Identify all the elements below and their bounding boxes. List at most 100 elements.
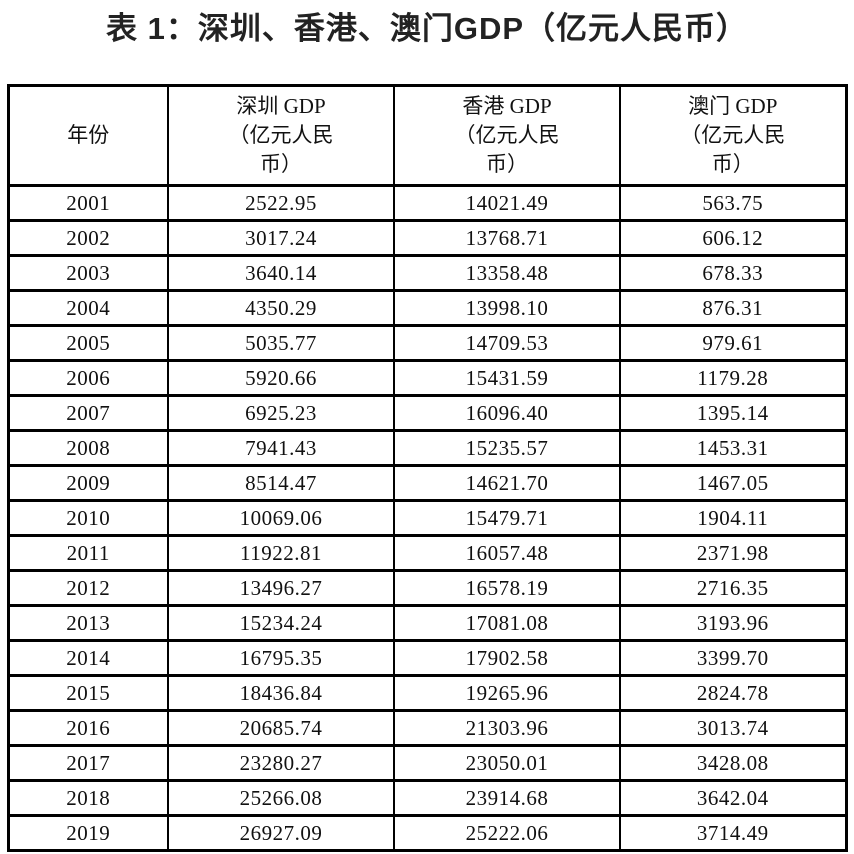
hongkong-gdp-cell: 17081.08 <box>393 604 621 642</box>
year-cell: 2013 <box>7 604 169 642</box>
macau-gdp-cell: 1395.14 <box>619 394 847 432</box>
year-cell: 2008 <box>7 429 169 467</box>
table-row: 2001 2522.95 14021.49 563.75 <box>7 184 847 222</box>
macau-gdp-cell: 3193.96 <box>619 604 847 642</box>
year-cell: 2015 <box>7 674 169 712</box>
hongkong-gdp-cell: 13358.48 <box>393 254 621 292</box>
table-row: 2018 25266.08 23914.68 3642.04 <box>7 779 847 817</box>
hongkong-gdp-cell: 14709.53 <box>393 324 621 362</box>
year-cell: 2017 <box>7 744 169 782</box>
header-row: 年份 深圳 GDP （亿元人民 币） 香港 GDP （亿元人民 币） 澳门 GD… <box>7 84 847 187</box>
year-cell: 2005 <box>7 324 169 362</box>
shenzhen-gdp-cell: 26927.09 <box>167 814 395 852</box>
macau-gdp-cell: 1467.05 <box>619 464 847 502</box>
header-shenzhen-gdp: 深圳 GDP （亿元人民 币） <box>167 84 395 187</box>
table-row: 2006 5920.66 15431.59 1179.28 <box>7 359 847 397</box>
hongkong-gdp-cell: 15431.59 <box>393 359 621 397</box>
header-hongkong-gdp: 香港 GDP （亿元人民 币） <box>393 84 621 187</box>
table-row: 2013 15234.24 17081.08 3193.96 <box>7 604 847 642</box>
year-cell: 2006 <box>7 359 169 397</box>
shenzhen-gdp-cell: 15234.24 <box>167 604 395 642</box>
shenzhen-gdp-cell: 3640.14 <box>167 254 395 292</box>
table-row: 2011 11922.81 16057.48 2371.98 <box>7 534 847 572</box>
hongkong-gdp-cell: 17902.58 <box>393 639 621 677</box>
year-cell: 2001 <box>7 184 169 222</box>
hongkong-gdp-cell: 21303.96 <box>393 709 621 747</box>
table-row: 2017 23280.27 23050.01 3428.08 <box>7 744 847 782</box>
year-cell: 2003 <box>7 254 169 292</box>
year-cell: 2007 <box>7 394 169 432</box>
macau-gdp-cell: 2824.78 <box>619 674 847 712</box>
header-year: 年份 <box>7 84 169 187</box>
shenzhen-gdp-cell: 10069.06 <box>167 499 395 537</box>
table-body: 2001 2522.95 14021.49 563.75 2002 3017.24 1376… <box>7 184 847 852</box>
table-row: 2005 5035.77 14709.53 979.61 <box>7 324 847 362</box>
macau-gdp-cell: 563.75 <box>619 184 847 222</box>
shenzhen-gdp-cell: 3017.24 <box>167 219 395 257</box>
shenzhen-gdp-cell: 25266.08 <box>167 779 395 817</box>
shenzhen-gdp-cell: 2522.95 <box>167 184 395 222</box>
hongkong-gdp-cell: 16578.19 <box>393 569 621 607</box>
table-row: 2016 20685.74 21303.96 3013.74 <box>7 709 847 747</box>
gdp-table: 年份 深圳 GDP （亿元人民 币） 香港 GDP （亿元人民 币） 澳门 GD… <box>6 84 848 852</box>
hongkong-gdp-cell: 16057.48 <box>393 534 621 572</box>
macau-gdp-cell: 3013.74 <box>619 709 847 747</box>
year-cell: 2009 <box>7 464 169 502</box>
table-row: 2003 3640.14 13358.48 678.33 <box>7 254 847 292</box>
shenzhen-gdp-cell: 7941.43 <box>167 429 395 467</box>
table-row: 2004 4350.29 13998.10 876.31 <box>7 289 847 327</box>
shenzhen-gdp-cell: 11922.81 <box>167 534 395 572</box>
table-row: 2002 3017.24 13768.71 606.12 <box>7 219 847 257</box>
hongkong-gdp-cell: 13998.10 <box>393 289 621 327</box>
macau-gdp-cell: 2371.98 <box>619 534 847 572</box>
macau-gdp-cell: 1179.28 <box>619 359 847 397</box>
shenzhen-gdp-cell: 18436.84 <box>167 674 395 712</box>
macau-gdp-cell: 979.61 <box>619 324 847 362</box>
page-title: 表 1：深圳、香港、澳门GDP（亿元人民币） <box>105 11 749 46</box>
shenzhen-gdp-cell: 8514.47 <box>167 464 395 502</box>
hongkong-gdp-cell: 25222.06 <box>393 814 621 852</box>
shenzhen-gdp-cell: 16795.35 <box>167 639 395 677</box>
hongkong-gdp-cell: 13768.71 <box>393 219 621 257</box>
macau-gdp-cell: 876.31 <box>619 289 847 327</box>
table-header: 年份 深圳 GDP （亿元人民 币） 香港 GDP （亿元人民 币） 澳门 GD… <box>7 84 847 187</box>
macau-gdp-cell: 606.12 <box>619 219 847 257</box>
table-row: 2015 18436.84 19265.96 2824.78 <box>7 674 847 712</box>
year-cell: 2019 <box>7 814 169 852</box>
year-cell: 2016 <box>7 709 169 747</box>
hongkong-gdp-cell: 15235.57 <box>393 429 621 467</box>
table-row: 2009 8514.47 14621.70 1467.05 <box>7 464 847 502</box>
hongkong-gdp-cell: 23050.01 <box>393 744 621 782</box>
table-row: 2007 6925.23 16096.40 1395.14 <box>7 394 847 432</box>
hongkong-gdp-cell: 15479.71 <box>393 499 621 537</box>
year-cell: 2011 <box>7 534 169 572</box>
shenzhen-gdp-cell: 23280.27 <box>167 744 395 782</box>
macau-gdp-cell: 678.33 <box>619 254 847 292</box>
hongkong-gdp-cell: 14021.49 <box>393 184 621 222</box>
table-row: 2014 16795.35 17902.58 3399.70 <box>7 639 847 677</box>
macau-gdp-cell: 3714.49 <box>619 814 847 852</box>
table-row: 2010 10069.06 15479.71 1904.11 <box>7 499 847 537</box>
table-row: 2008 7941.43 15235.57 1453.31 <box>7 429 847 467</box>
year-cell: 2014 <box>7 639 169 677</box>
macau-gdp-cell: 2716.35 <box>619 569 847 607</box>
shenzhen-gdp-cell: 20685.74 <box>167 709 395 747</box>
hongkong-gdp-cell: 14621.70 <box>393 464 621 502</box>
year-cell: 2012 <box>7 569 169 607</box>
year-cell: 2002 <box>7 219 169 257</box>
shenzhen-gdp-cell: 13496.27 <box>167 569 395 607</box>
shenzhen-gdp-cell: 5920.66 <box>167 359 395 397</box>
hongkong-gdp-cell: 16096.40 <box>393 394 621 432</box>
macau-gdp-cell: 3428.08 <box>619 744 847 782</box>
macau-gdp-cell: 3642.04 <box>619 779 847 817</box>
year-cell: 2018 <box>7 779 169 817</box>
hongkong-gdp-cell: 19265.96 <box>393 674 621 712</box>
year-cell: 2010 <box>7 499 169 537</box>
macau-gdp-cell: 1904.11 <box>619 499 847 537</box>
hongkong-gdp-cell: 23914.68 <box>393 779 621 817</box>
year-cell: 2004 <box>7 289 169 327</box>
shenzhen-gdp-cell: 6925.23 <box>167 394 395 432</box>
macau-gdp-cell: 3399.70 <box>619 639 847 677</box>
macau-gdp-cell: 1453.31 <box>619 429 847 467</box>
table-row: 2019 26927.09 25222.06 3714.49 <box>7 814 847 852</box>
